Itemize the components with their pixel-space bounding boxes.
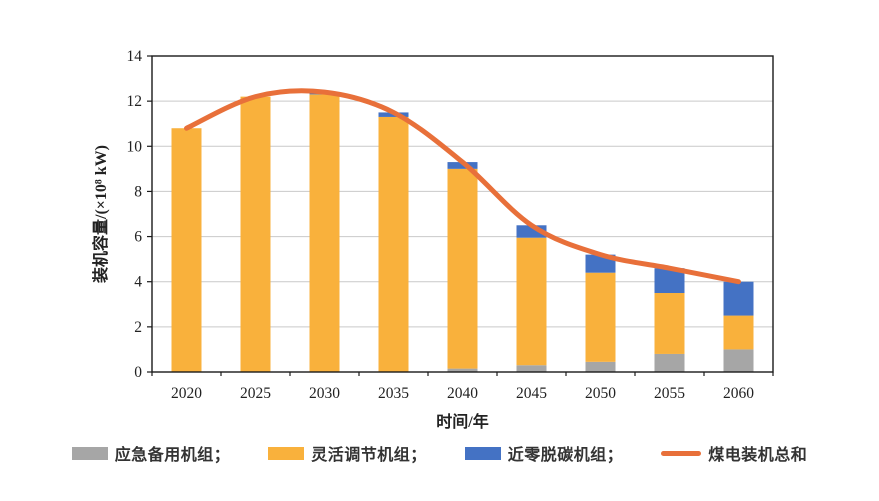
bar-segment-近零脱碳机组 bbox=[447, 162, 478, 169]
x-tick-label: 2035 bbox=[378, 385, 409, 402]
bar-segment-灵活调节机组 bbox=[723, 315, 754, 350]
x-tick-label: 2040 bbox=[447, 385, 478, 402]
bar-segment-灵活调节机组 bbox=[654, 293, 685, 354]
nearzero-units-swatch bbox=[464, 446, 501, 460]
legend-label: 近零脱碳机组； bbox=[507, 447, 624, 464]
flexible-units-swatch bbox=[268, 446, 305, 460]
bar-segment-灵活调节机组 bbox=[447, 168, 478, 369]
total-line bbox=[184, 88, 741, 285]
y-tick-label: 10 bbox=[127, 138, 143, 155]
bar-segment-应急备用机组 bbox=[447, 368, 478, 372]
legend-label: 应急备用机组； bbox=[114, 447, 231, 464]
x-tick-label: 2020 bbox=[171, 385, 202, 402]
bar-segment-灵活调节机组 bbox=[516, 237, 547, 366]
y-axis-title: 装机容量/(×10⁸ kW) bbox=[91, 145, 110, 284]
bar-segment-应急备用机组 bbox=[723, 349, 754, 372]
x-tick-label: 2030 bbox=[309, 385, 340, 402]
y-tick-label: 2 bbox=[134, 319, 142, 336]
bar-segment-灵活调节机组 bbox=[171, 128, 202, 372]
plot-frame bbox=[151, 55, 774, 373]
y-tick-label: 0 bbox=[134, 364, 142, 381]
bar-segment-灵活调节机组 bbox=[240, 96, 271, 372]
y-tick-label: 8 bbox=[134, 183, 142, 200]
x-tick-label: 2045 bbox=[516, 385, 547, 402]
x-tick-label: 2060 bbox=[723, 385, 754, 402]
bar-segment-应急备用机组 bbox=[516, 365, 547, 372]
y-tick-label: 14 bbox=[127, 48, 143, 65]
legend-item-nearzero: 近零脱碳机组； bbox=[464, 441, 624, 465]
x-tick-label: 2055 bbox=[654, 385, 685, 402]
total-line-swatch bbox=[661, 450, 702, 456]
legend-item-total: 煤电装机总和 bbox=[661, 441, 807, 465]
bar-segment-灵活调节机组 bbox=[309, 94, 340, 372]
y-tick-label: 6 bbox=[134, 229, 142, 246]
emergency-units-swatch bbox=[71, 446, 108, 460]
x-tick-label: 2050 bbox=[585, 385, 616, 402]
legend-item-emergency: 应急备用机组； bbox=[71, 441, 231, 465]
legend-label: 煤电装机总和 bbox=[708, 447, 808, 464]
bar-segment-应急备用机组 bbox=[585, 361, 616, 372]
chart-legend: 应急备用机组； 灵活调节机组； 近零脱碳机组； 煤电装机总和 bbox=[0, 441, 879, 465]
legend-item-flexible: 灵活调节机组； bbox=[268, 441, 427, 465]
bar-segment-近零脱碳机组 bbox=[723, 281, 754, 316]
legend-label: 灵活调节机组； bbox=[311, 447, 427, 464]
y-tick-label: 4 bbox=[134, 274, 142, 291]
x-tick-label: 2025 bbox=[240, 385, 271, 402]
bar-segment-灵活调节机组 bbox=[378, 116, 409, 372]
y-tick-label: 12 bbox=[127, 93, 143, 110]
bar-segment-应急备用机组 bbox=[654, 353, 685, 372]
x-axis-title: 时间/年 bbox=[436, 412, 488, 431]
bar-segment-灵活调节机组 bbox=[585, 272, 616, 362]
